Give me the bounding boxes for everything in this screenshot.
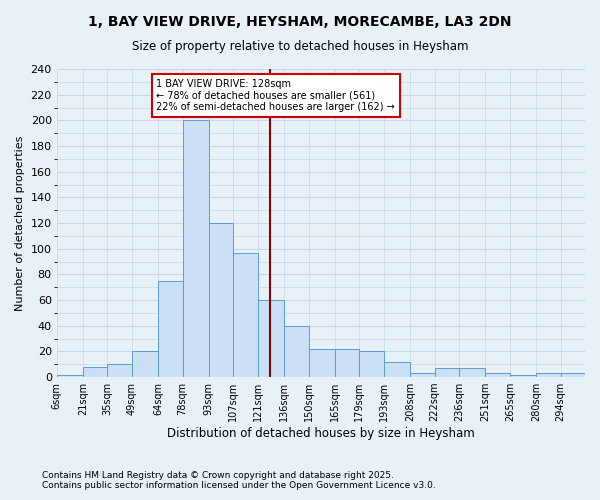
Bar	[410, 373, 434, 377]
Bar	[233, 252, 258, 377]
Bar	[459, 368, 485, 377]
Text: 1, BAY VIEW DRIVE, HEYSHAM, MORECAMBE, LA3 2DN: 1, BAY VIEW DRIVE, HEYSHAM, MORECAMBE, L…	[88, 15, 512, 29]
Text: Contains HM Land Registry data © Crown copyright and database right 2025.
Contai: Contains HM Land Registry data © Crown c…	[42, 470, 436, 490]
Bar	[83, 367, 107, 377]
Bar	[308, 349, 335, 377]
Bar	[284, 326, 308, 377]
Bar	[335, 349, 359, 377]
Bar	[258, 300, 284, 377]
Bar	[182, 120, 209, 377]
Bar	[434, 368, 459, 377]
X-axis label: Distribution of detached houses by size in Heysham: Distribution of detached houses by size …	[167, 427, 475, 440]
Bar	[107, 364, 132, 377]
Bar	[485, 373, 510, 377]
Bar	[359, 352, 384, 377]
Bar	[510, 374, 536, 377]
Y-axis label: Number of detached properties: Number of detached properties	[15, 136, 25, 310]
Bar	[209, 223, 233, 377]
Bar	[560, 373, 585, 377]
Bar	[536, 373, 560, 377]
Text: 1 BAY VIEW DRIVE: 128sqm
← 78% of detached houses are smaller (561)
22% of semi-: 1 BAY VIEW DRIVE: 128sqm ← 78% of detach…	[157, 80, 395, 112]
Bar	[158, 281, 182, 377]
Text: Size of property relative to detached houses in Heysham: Size of property relative to detached ho…	[132, 40, 468, 53]
Bar	[56, 374, 83, 377]
Bar	[384, 362, 410, 377]
Bar	[132, 352, 158, 377]
